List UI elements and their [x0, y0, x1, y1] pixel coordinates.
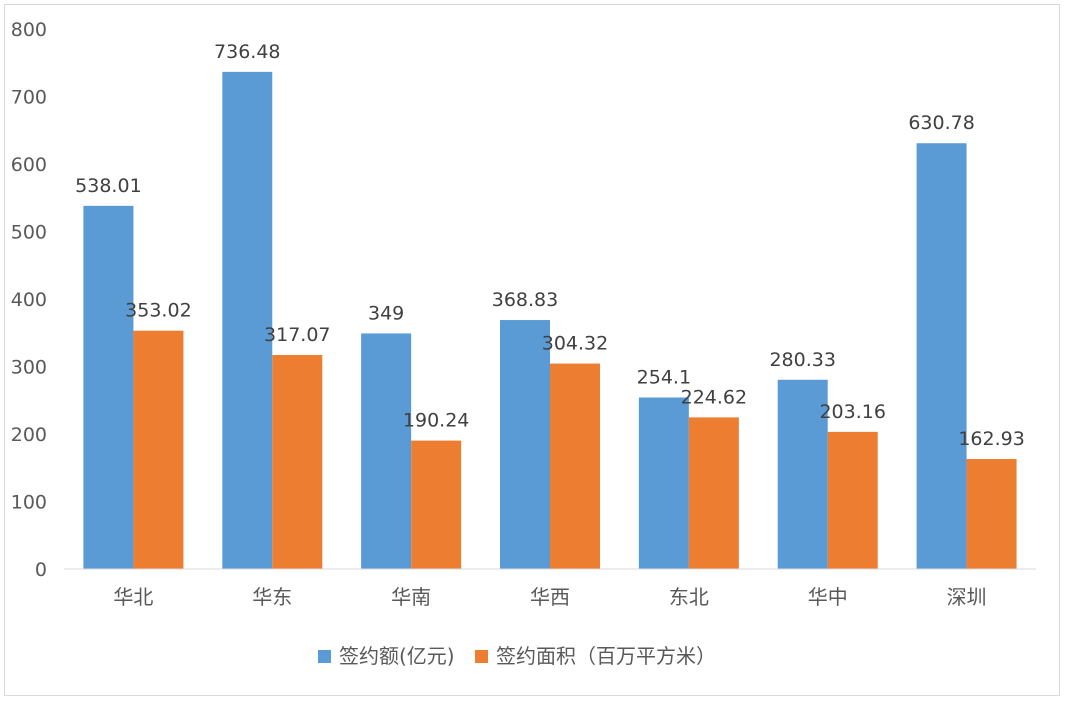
- bar-contract-area: [688, 417, 739, 569]
- bar-contract-amount: [638, 397, 689, 569]
- data-label: 280.33: [769, 349, 835, 371]
- chart-frame: [4, 4, 1060, 696]
- legend-label: 签约面积（百万平方米）: [496, 644, 716, 668]
- data-label: 538.01: [75, 175, 141, 197]
- data-label: 190.24: [403, 410, 469, 432]
- bar-contract-area: [133, 330, 184, 569]
- y-tick-label: 800: [11, 19, 47, 41]
- x-tick-label: 华东: [252, 585, 292, 609]
- data-label: 304.32: [542, 333, 608, 355]
- y-tick-label: 100: [11, 492, 47, 514]
- data-label: 368.83: [492, 289, 558, 311]
- data-label: 162.93: [958, 428, 1024, 450]
- bar-contract-amount: [916, 143, 967, 569]
- legend: 签约额(亿元) 签约面积（百万平方米）: [318, 644, 716, 668]
- x-tick-label: 华南: [391, 585, 431, 609]
- bar-contract-area: [550, 363, 600, 569]
- data-label: 317.07: [264, 324, 330, 346]
- data-label: 224.62: [681, 386, 747, 408]
- bar-contract-amount: [361, 333, 412, 569]
- bar-contract-area: [411, 440, 462, 569]
- data-labels: 538.01 353.02 736.48 317.07 349 190.24 368.83 3…: [75, 41, 1025, 450]
- x-tick-label: 东北: [669, 585, 709, 609]
- bar-contract-amount: [222, 71, 273, 569]
- data-label: 353.02: [125, 300, 191, 322]
- data-label: 630.78: [908, 112, 974, 134]
- y-tick-label: 600: [11, 154, 47, 176]
- legend-label: 签约额(亿元): [339, 644, 455, 668]
- y-tick-label: 500: [11, 222, 47, 244]
- data-label: 203.16: [819, 401, 885, 423]
- y-tick-label: 400: [11, 289, 47, 311]
- y-tick-label: 0: [35, 559, 47, 581]
- y-tick-label: 700: [11, 87, 47, 109]
- y-tick-label: 300: [11, 357, 47, 379]
- x-tick-label: 华西: [530, 585, 570, 609]
- legend-swatch: [475, 650, 488, 663]
- bar-contract-area: [827, 431, 878, 569]
- x-tick-label: 深圳: [947, 585, 987, 609]
- legend-swatch: [318, 650, 331, 663]
- data-label: 736.48: [214, 41, 280, 63]
- bar-contract-amount: [777, 379, 828, 569]
- bar-contract-amount: [83, 205, 134, 569]
- bars: [83, 71, 1017, 569]
- y-axis: 0 100 200 300 400 500 600 700 800: [11, 19, 47, 581]
- x-tick-label: 华北: [113, 585, 153, 609]
- y-tick-label: 200: [11, 424, 47, 446]
- bar-contract-area: [966, 459, 1017, 569]
- bar-contract-area: [272, 354, 323, 569]
- x-axis: 华北 华东 华南 华西 东北 华中 深圳: [113, 585, 986, 609]
- data-label: 254.1: [637, 366, 691, 388]
- bar-contract-amount: [500, 320, 550, 569]
- x-tick-label: 华中: [808, 585, 848, 609]
- data-label: 349: [368, 302, 404, 324]
